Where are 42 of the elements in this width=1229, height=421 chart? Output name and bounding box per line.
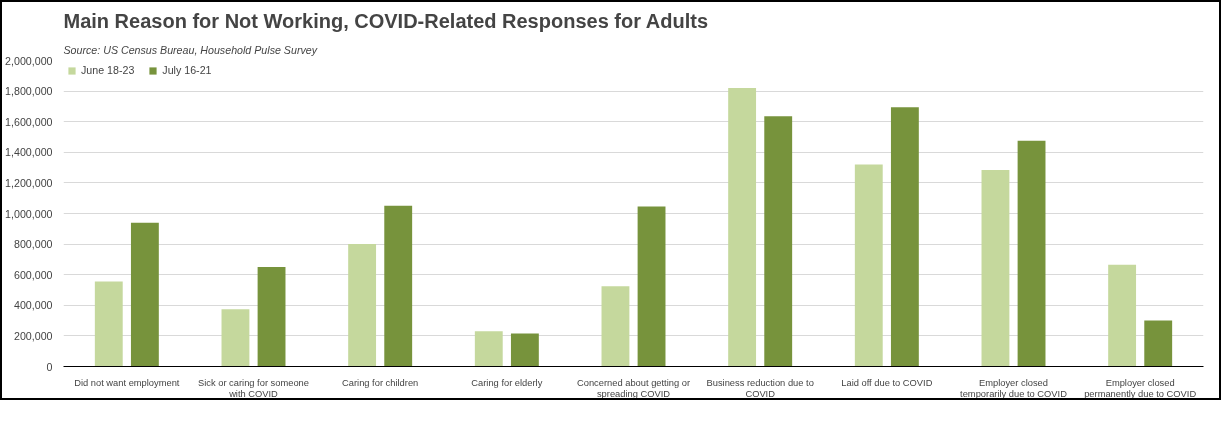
y-tick-label: 1,800,000 [5, 85, 53, 98]
bar [221, 309, 250, 367]
bar [764, 116, 793, 367]
x-tick-label: Employer closed temporarily due to COVID [960, 377, 1068, 399]
bar [1108, 264, 1137, 367]
bar [890, 107, 919, 367]
y-tick-label: 200,000 [13, 329, 53, 342]
y-tick-label: 800,000 [13, 238, 53, 251]
bar [474, 331, 503, 367]
legend-label: June 18-23 [81, 64, 135, 76]
bar [348, 244, 377, 367]
x-tick-label: Caring for children [342, 377, 419, 388]
bar [130, 222, 159, 367]
x-tick-label: Laid off due to COVID [841, 377, 933, 388]
bar [1017, 140, 1046, 367]
y-tick-label: 2,000,000 [5, 54, 53, 67]
x-tick-label: Concerned about getting or spreading COVID [576, 377, 691, 399]
y-tick-label: 1,600,000 [5, 115, 53, 128]
x-tick-label: Business reduction due to COVID [706, 377, 814, 399]
bar [94, 281, 123, 367]
y-tick-label: 600,000 [13, 268, 53, 281]
x-tick-label: Caring for elderly [471, 377, 543, 388]
y-tick-label: 1,200,000 [5, 176, 53, 189]
bar [637, 206, 666, 367]
legend-label: July 16-21 [162, 64, 212, 76]
x-tick-label: Sick or caring for someone with COVID [198, 377, 309, 399]
chart-title: Main Reason for Not Working, COVID-Related Responses for Adults [63, 9, 709, 32]
bar [384, 205, 413, 367]
y-tick-label: 1,400,000 [5, 146, 53, 159]
bar [981, 169, 1010, 367]
y-tick-label: 0 [46, 360, 53, 373]
bar [257, 267, 286, 367]
bar [1144, 320, 1173, 367]
bar [728, 88, 757, 367]
x-tick-label: Did not want employment [74, 377, 180, 388]
y-tick-label: 1,000,000 [5, 207, 53, 220]
x-tick-label: Employer closed permanently due to COVID [1084, 377, 1197, 399]
bar [854, 164, 883, 367]
y-tick-label: 400,000 [13, 299, 53, 312]
bar [601, 286, 630, 367]
bar [510, 333, 539, 367]
source-note: Source: US Census Bureau, Household Pulse Survey [63, 43, 318, 56]
